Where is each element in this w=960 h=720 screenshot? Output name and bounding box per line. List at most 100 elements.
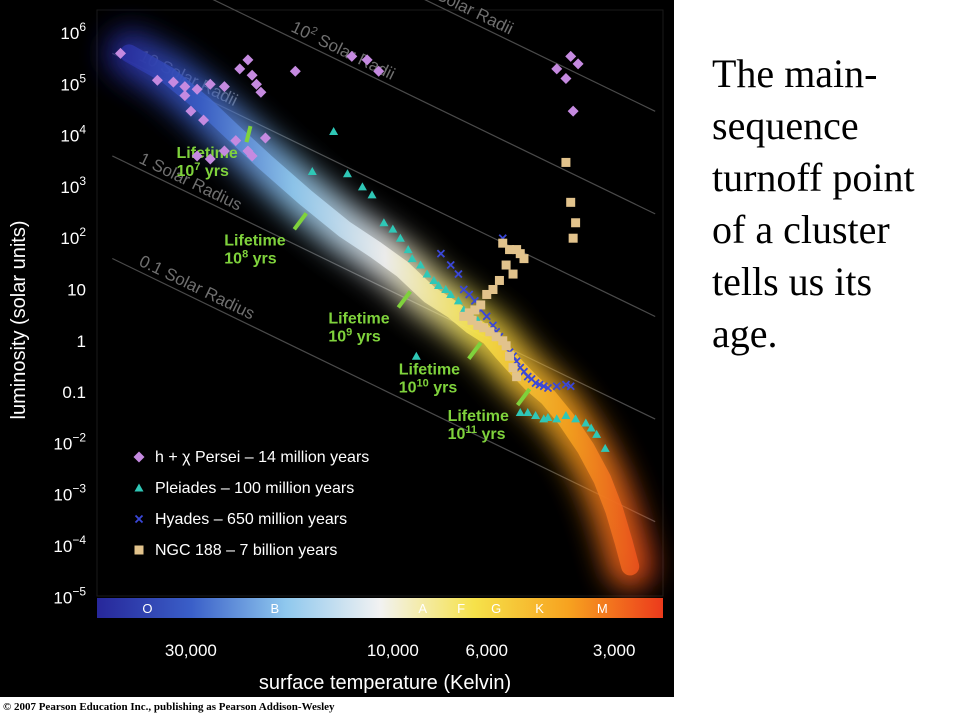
square-marker <box>482 289 492 299</box>
spectral-class-label: O <box>142 601 152 616</box>
square-marker <box>470 305 480 315</box>
square-marker <box>459 311 469 321</box>
series-triangle <box>307 127 610 452</box>
triangle-marker <box>403 245 413 254</box>
y-tick-label: 10−5 <box>53 584 86 607</box>
square-marker <box>515 249 525 259</box>
triangle-marker <box>388 224 398 233</box>
square-marker <box>508 269 518 279</box>
diamond-marker <box>565 50 577 62</box>
lifetime-label: Lifetime <box>399 362 460 379</box>
spectral-class-label: F <box>457 601 465 616</box>
x-tick-label: 6,000 <box>465 641 508 660</box>
caption-line: age. <box>712 311 778 356</box>
spectral-class-label: B <box>271 601 280 616</box>
diamond-marker <box>191 150 203 162</box>
x-tick-label: 10,000 <box>367 641 419 660</box>
triangle-marker <box>329 127 339 136</box>
triangle-marker <box>395 233 405 242</box>
square-marker <box>501 260 511 270</box>
diamond-marker <box>289 65 301 77</box>
legend-entry: Pleiades – 100 million years <box>155 480 354 497</box>
y-tick-label: 10−2 <box>53 430 86 453</box>
spectral-class-label: M <box>597 601 608 616</box>
diamond-marker <box>204 153 216 165</box>
series-square <box>459 157 581 382</box>
square-marker <box>485 327 495 337</box>
diamond-marker <box>246 69 258 81</box>
y-tick-label: 0.1 <box>62 383 86 402</box>
cross-marker <box>543 383 553 393</box>
triangle-marker <box>543 412 553 421</box>
triangle-marker <box>357 182 367 191</box>
square-marker <box>566 197 576 207</box>
triangle-marker <box>379 218 389 227</box>
radius-line <box>112 257 656 523</box>
series-diamond <box>114 47 584 165</box>
diamond-marker <box>191 83 203 95</box>
legend-entry: Hyades – 650 million years <box>155 511 347 528</box>
diamond-marker <box>198 114 210 126</box>
lifetime-label: Lifetime <box>448 408 509 425</box>
square-marker <box>568 233 578 243</box>
x-tick-label: 30,000 <box>165 641 217 660</box>
square-marker <box>464 308 474 318</box>
star-points <box>114 47 610 452</box>
diamond-marker <box>218 81 230 93</box>
square-marker <box>571 218 581 228</box>
square-marker <box>505 351 515 361</box>
triangle-marker <box>453 296 463 305</box>
triangle-marker <box>411 351 421 360</box>
diamond-marker <box>346 50 358 62</box>
legend-entry: h + χ Persei – 14 million years <box>155 449 369 466</box>
triangle-marker <box>571 414 581 423</box>
diamond-marker <box>185 105 197 117</box>
lifetime-value: 109 yrs <box>328 326 380 345</box>
radius-line <box>424 0 656 112</box>
triangle-marker <box>523 408 533 417</box>
caption-line: turnoff point <box>712 155 915 200</box>
lifetime-pointer <box>467 341 483 360</box>
cross-marker <box>446 260 455 270</box>
triangle-marker <box>416 260 426 269</box>
triangle-marker <box>307 166 317 175</box>
legend-entry: NGC 188 – 7 billion years <box>155 542 337 559</box>
diamond-marker <box>204 78 216 90</box>
triangle-marker <box>552 414 562 423</box>
diamond-marker <box>167 76 179 88</box>
diamond-marker <box>234 63 246 75</box>
spectral-gradient-bar <box>97 598 663 618</box>
x-axis-ticks: 30,000 10,000 6,000 3,000 <box>165 641 636 660</box>
square-marker <box>498 336 508 346</box>
diamond-marker <box>361 54 373 66</box>
y-tick-label: 104 <box>60 123 86 146</box>
caption-line: of a cluster <box>712 207 890 252</box>
triangle-marker <box>441 285 451 293</box>
square-marker <box>491 332 501 342</box>
triangle-marker <box>515 408 525 417</box>
square-marker <box>519 254 529 264</box>
cross-marker <box>465 290 474 299</box>
diamond-marker <box>151 74 163 86</box>
lifetime-pointer <box>292 212 308 231</box>
lifetime-value: 1011 yrs <box>448 424 506 443</box>
lifetime-value: 1010 yrs <box>399 378 458 397</box>
diamond-marker <box>242 54 254 66</box>
triangle-marker <box>367 190 377 199</box>
cross-marker <box>539 382 548 391</box>
y-tick-label: 103 <box>60 174 86 197</box>
triangle-marker <box>429 275 439 284</box>
caption-line: The main- <box>712 51 878 96</box>
triangle-marker <box>531 410 541 419</box>
y-tick-label: 10−4 <box>53 533 86 556</box>
triangle-marker <box>581 418 591 427</box>
spectral-class-label: G <box>491 601 501 616</box>
diamond-marker <box>255 86 267 98</box>
square-marker <box>505 245 515 255</box>
triangle-marker <box>600 443 610 452</box>
lifetime-label: Lifetime <box>328 310 389 327</box>
cross-marker <box>561 380 571 389</box>
cross-marker <box>482 312 491 321</box>
